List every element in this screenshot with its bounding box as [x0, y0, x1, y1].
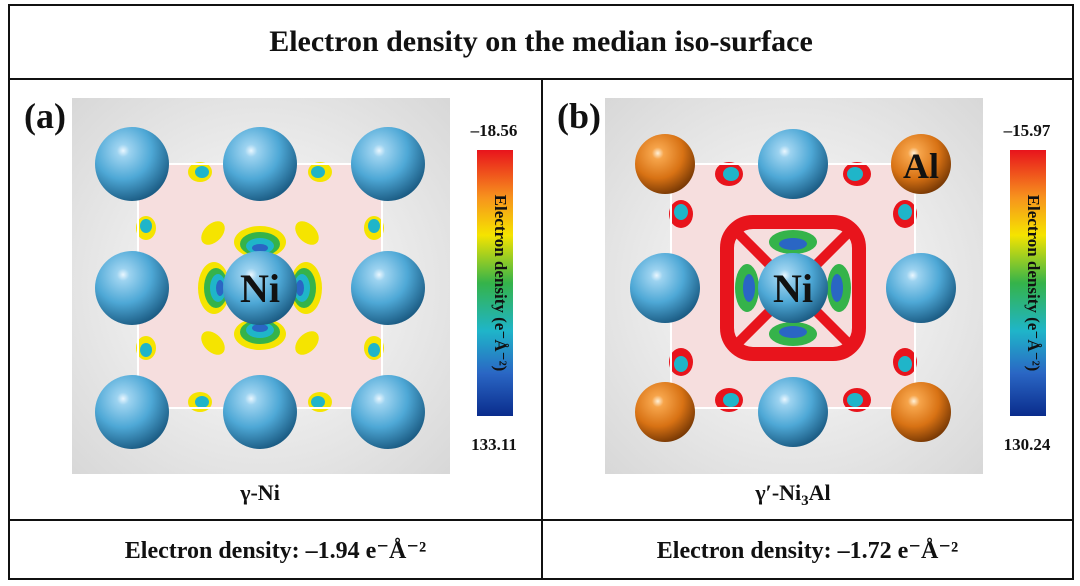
caption-suffix: Al [809, 480, 831, 505]
atoms [95, 127, 425, 449]
al-atom [635, 134, 695, 194]
corner-atom-label: Al [903, 146, 939, 186]
footer-left: Electron density: –1.94 e⁻Å⁻² [124, 537, 427, 564]
al-atom [635, 382, 695, 442]
colorbar-min: 130.24 [1004, 435, 1051, 454]
ni-atom [351, 251, 425, 325]
ni-atom-center [758, 253, 828, 323]
panel-tag: (b) [557, 96, 601, 136]
colorbar-label: Electron density (e⁻Å⁻²) [1024, 195, 1043, 372]
colorbar [1010, 150, 1046, 416]
colorbar-min: 133.11 [471, 435, 517, 454]
colorbar-max: –18.56 [470, 121, 518, 140]
ni-atom [95, 375, 169, 449]
caption-prefix: γ′-Ni [754, 480, 801, 505]
caption-subscript: 3 [801, 493, 809, 509]
al-atom [891, 134, 951, 194]
ni-atom-center [223, 251, 297, 325]
ni-atom [95, 251, 169, 325]
atoms [630, 129, 956, 447]
footer-divider [10, 519, 1072, 521]
ni-atom [223, 375, 297, 449]
figure-title: Electron density on the median iso-surfa… [269, 25, 813, 58]
colorbar-max: –15.97 [1003, 121, 1051, 140]
panel-b: (b) Ni Al γ′-Ni3Al –15.97 Electron densi… [557, 96, 1051, 509]
panel-tag: (a) [24, 96, 66, 136]
ni-atom [351, 127, 425, 201]
title-row: Electron density on the median iso-surfa… [10, 6, 1072, 80]
ni-atom [758, 129, 828, 199]
panel-a: (a) Ni γ-Ni –18.56 Electron density (e⁻Å… [24, 96, 518, 505]
center-atom-label: Ni [773, 266, 813, 311]
figure-frame: Electron density on the median iso-surfa… [8, 4, 1074, 580]
footer-right: Electron density: –1.72 e⁻Å⁻² [656, 537, 959, 564]
panel-caption: γ-Ni [239, 480, 280, 505]
colorbar-label: Electron density (e⁻Å⁻²) [491, 195, 510, 372]
ni-atom [630, 253, 700, 323]
ni-atom [758, 377, 828, 447]
ni-atom [95, 127, 169, 201]
center-atom-label: Ni [240, 266, 280, 311]
ni-atom [886, 253, 956, 323]
al-atom [891, 382, 951, 442]
ni-atom [223, 127, 297, 201]
colorbar [477, 150, 513, 416]
vertical-divider [541, 78, 543, 578]
ni-atom [351, 375, 425, 449]
contour-lobes [136, 162, 384, 412]
panel-caption: γ′-Ni3Al [754, 480, 830, 509]
